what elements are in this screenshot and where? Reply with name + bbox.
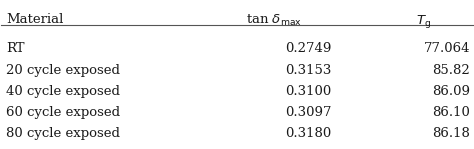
Text: 40 cycle exposed: 40 cycle exposed [6, 85, 120, 98]
Text: 80 cycle exposed: 80 cycle exposed [6, 127, 120, 140]
Text: 0.3097: 0.3097 [285, 106, 331, 119]
Text: Material: Material [6, 13, 64, 26]
Text: 0.2749: 0.2749 [285, 42, 331, 55]
Text: 86.10: 86.10 [432, 106, 470, 119]
Text: $T_{\mathrm{g}}$: $T_{\mathrm{g}}$ [416, 13, 431, 30]
Text: 86.18: 86.18 [432, 127, 470, 140]
Text: 85.82: 85.82 [432, 63, 470, 77]
Text: 60 cycle exposed: 60 cycle exposed [6, 106, 120, 119]
Text: tan $\delta_{\mathrm{max}}$: tan $\delta_{\mathrm{max}}$ [246, 13, 302, 28]
Text: 77.064: 77.064 [424, 42, 470, 55]
Text: 0.3180: 0.3180 [285, 127, 331, 140]
Text: 20 cycle exposed: 20 cycle exposed [6, 63, 120, 77]
Text: 0.3153: 0.3153 [285, 63, 331, 77]
Text: RT: RT [6, 42, 25, 55]
Text: 0.3100: 0.3100 [285, 85, 331, 98]
Text: 86.09: 86.09 [432, 85, 470, 98]
